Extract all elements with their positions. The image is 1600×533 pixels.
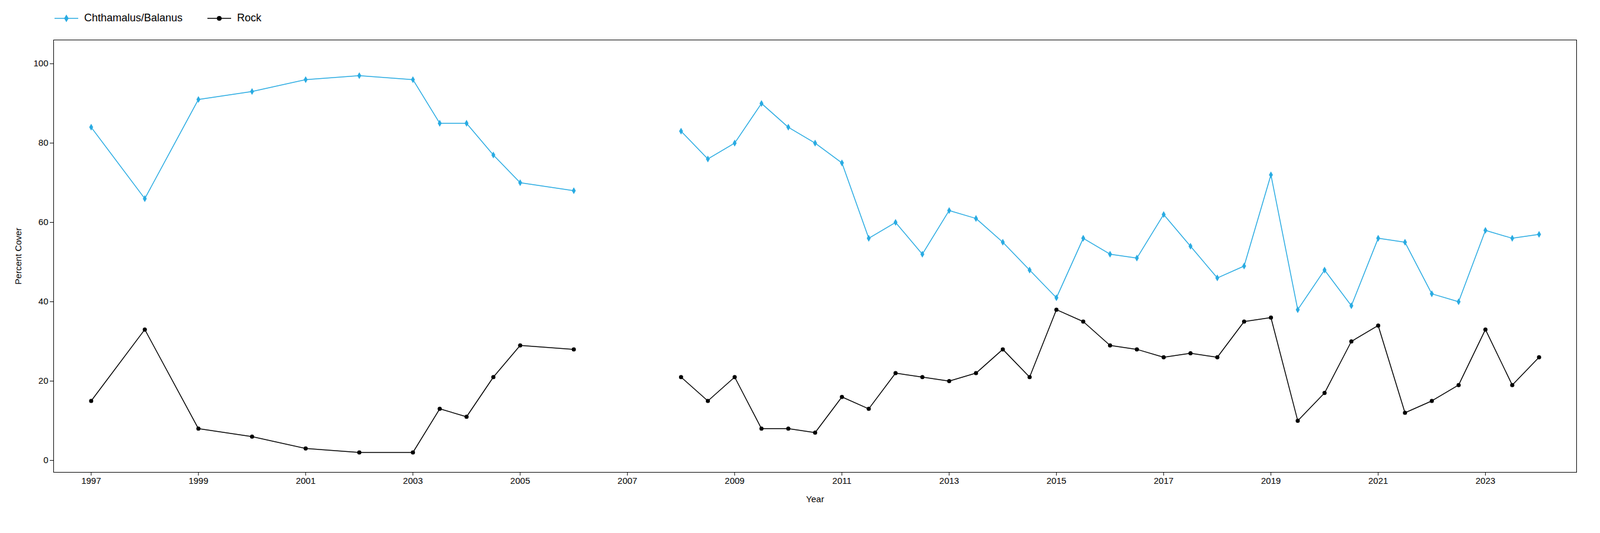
svg-text:0: 0: [43, 455, 48, 466]
svg-text:2021: 2021: [1368, 475, 1388, 486]
svg-text:80: 80: [38, 137, 49, 148]
svg-text:2023: 2023: [1475, 475, 1496, 486]
svg-text:20: 20: [38, 375, 49, 386]
svg-text:2003: 2003: [402, 475, 423, 486]
svg-text:2005: 2005: [510, 475, 530, 486]
svg-text:100: 100: [33, 58, 48, 69]
svg-text:2001: 2001: [295, 475, 316, 486]
html-text:Rock: Rock: [237, 11, 262, 24]
svg-text:40: 40: [38, 296, 49, 307]
svg-text:1999: 1999: [188, 475, 208, 486]
svg-text:2017: 2017: [1153, 475, 1174, 486]
svg-text:2007: 2007: [617, 475, 638, 486]
svg-text:Percent Cover: Percent Cover: [13, 228, 24, 286]
svg-text:2015: 2015: [1046, 475, 1067, 486]
svg-text:2013: 2013: [939, 475, 959, 486]
svg-text:60: 60: [38, 216, 49, 227]
svg-text:2011: 2011: [832, 475, 852, 486]
html-text:Chthamalus/Balanus: Chthamalus/Balanus: [84, 11, 183, 24]
svg-text:Year: Year: [805, 494, 824, 505]
svg-text:1997: 1997: [81, 475, 101, 486]
svg-text:2019: 2019: [1261, 475, 1281, 486]
svg-text:2009: 2009: [724, 475, 745, 486]
